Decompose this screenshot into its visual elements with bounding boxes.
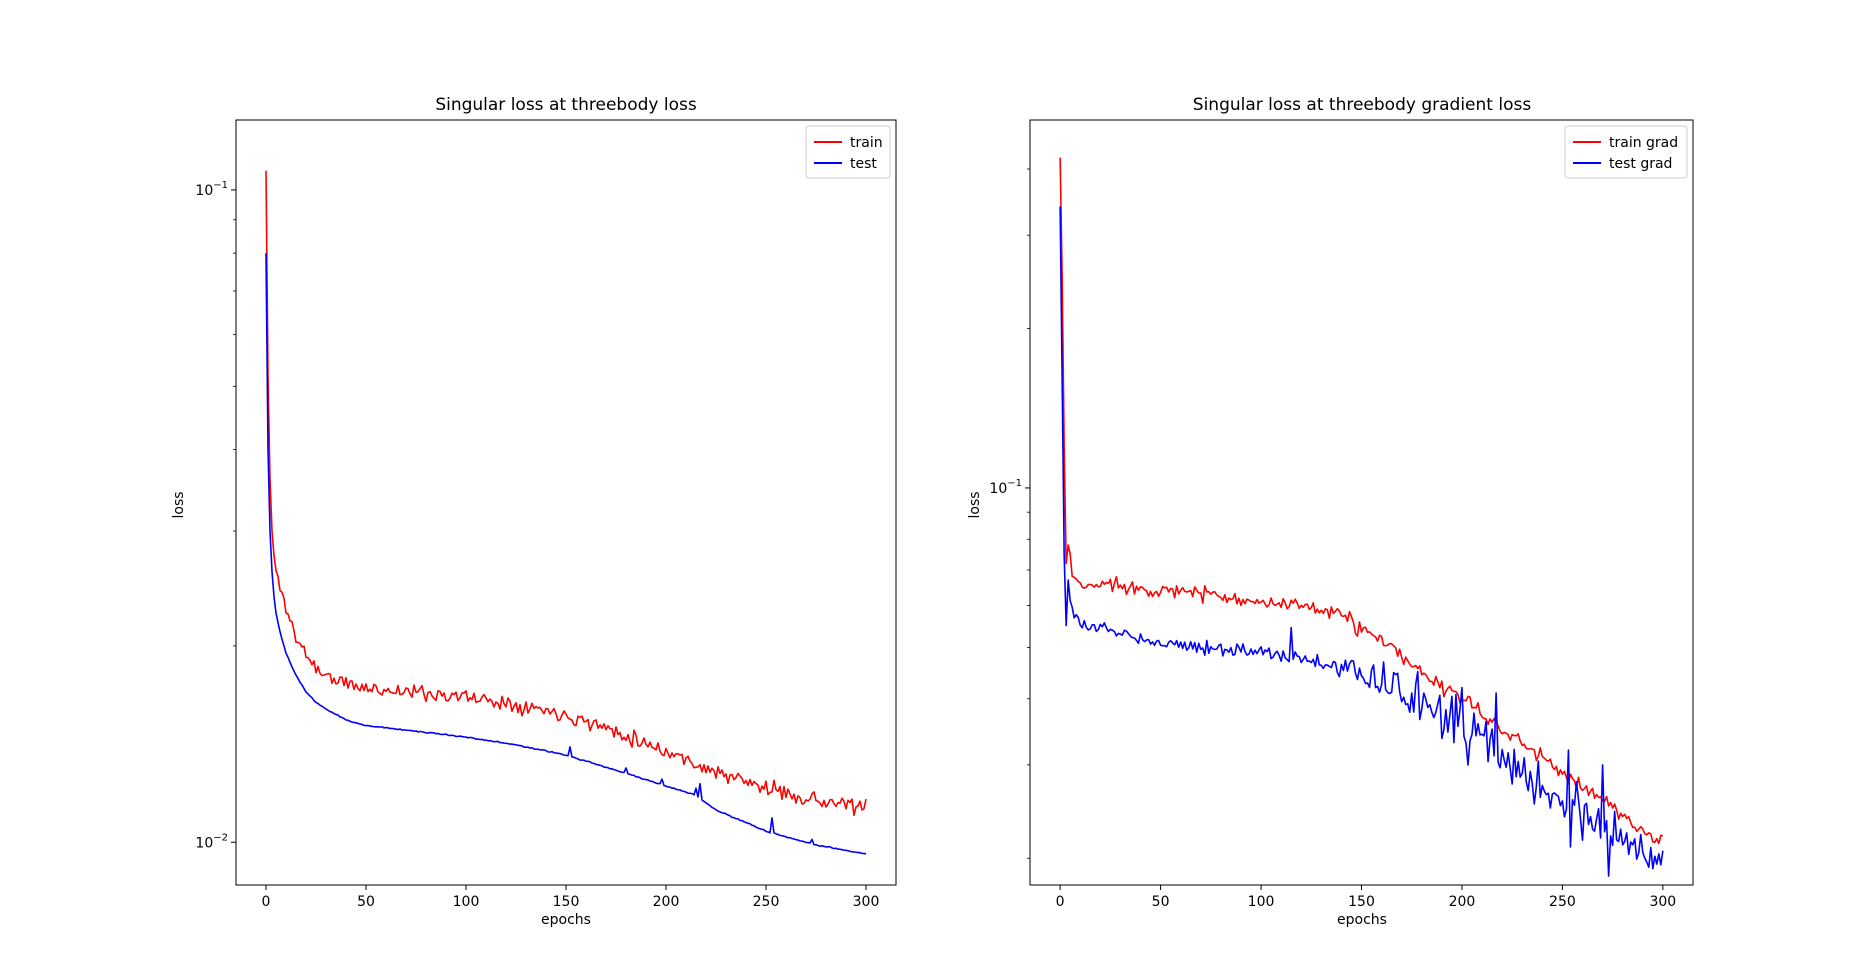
x-tick-label: 150 (553, 894, 580, 910)
legend-box (1564, 125, 1688, 179)
chart-title: Singular loss at threebody gradient loss (1193, 95, 1532, 115)
x-tick-label: 0 (1056, 894, 1065, 910)
x-tick-label: 100 (1248, 894, 1275, 910)
series-line-test-grad (1059, 206, 1664, 877)
x-axis-label: epochs (1337, 912, 1387, 928)
axis-ticks: 0 50 100 150 200 250 300 10−2 10−1 (195, 180, 879, 910)
x-tick-label: 300 (1649, 894, 1676, 910)
legend: train grad test grad (1564, 125, 1688, 179)
legend-label: test (850, 156, 877, 172)
legend-label: test grad (1609, 156, 1672, 172)
axes-frame (235, 119, 897, 886)
legend-label: train (850, 135, 883, 151)
y-tick-label: 10−1 (989, 478, 1022, 497)
x-axis-label: epochs (541, 912, 591, 928)
chart-title: Singular loss at threebody loss (435, 95, 697, 115)
chart-panel-loss: Singular loss at threebody loss epochs l… (171, 95, 897, 928)
legend-box (805, 125, 891, 179)
chart-panel-gradient-loss: Singular loss at threebody gradient loss… (967, 95, 1694, 928)
x-tick-label: 300 (853, 894, 880, 910)
series-line-train-grad (1059, 157, 1664, 845)
series-line-test (265, 253, 867, 855)
y-tick-label: 10−1 (195, 180, 228, 199)
x-tick-label: 0 (262, 894, 271, 910)
x-tick-label: 250 (753, 894, 780, 910)
x-tick-label: 150 (1348, 894, 1375, 910)
series-layer (1059, 157, 1664, 877)
y-tick-label: 10−2 (195, 832, 228, 851)
x-tick-label: 50 (357, 894, 375, 910)
legend-label: train grad (1609, 135, 1678, 151)
x-tick-label: 200 (653, 894, 680, 910)
y-axis-label: loss (171, 491, 187, 518)
y-axis-label: loss (967, 491, 983, 518)
x-tick-label: 100 (453, 894, 480, 910)
series-layer (265, 170, 867, 855)
series-line-train (265, 170, 867, 817)
axes-frame (1029, 119, 1694, 886)
x-tick-label: 250 (1549, 894, 1576, 910)
x-tick-label: 200 (1449, 894, 1476, 910)
x-tick-label: 50 (1152, 894, 1170, 910)
axis-ticks: 0 50 100 150 200 250 300 10−1 (989, 168, 1676, 910)
legend: train test (805, 125, 891, 179)
